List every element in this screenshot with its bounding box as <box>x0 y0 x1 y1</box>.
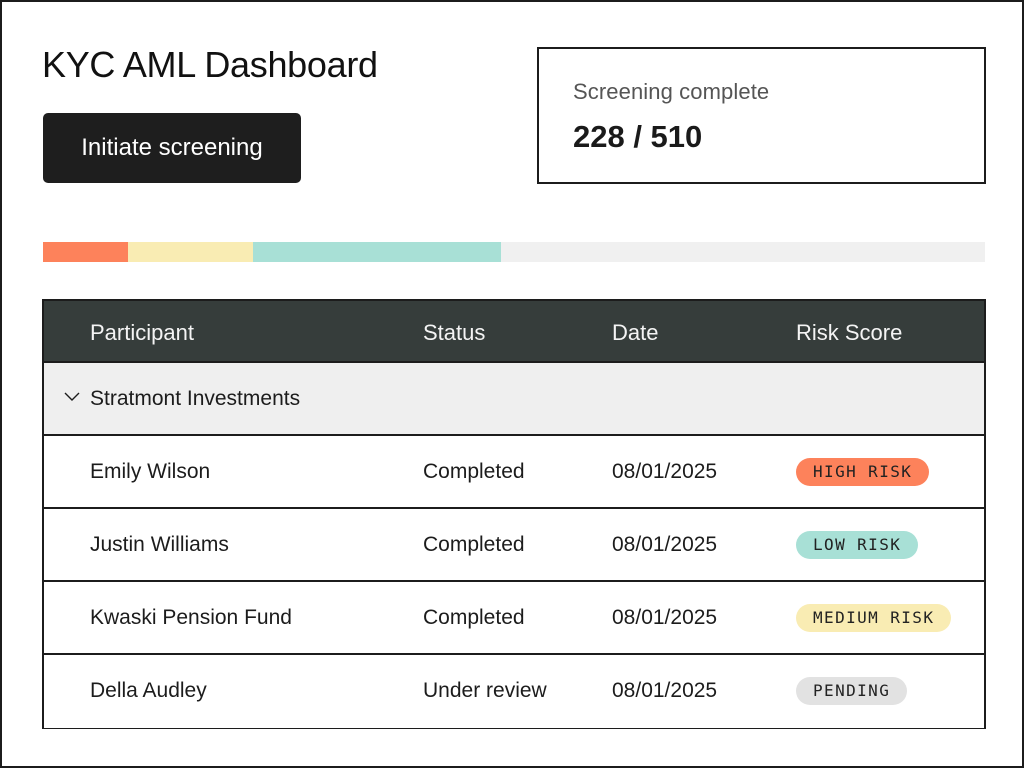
stat-value: 228 / 510 <box>573 119 703 154</box>
group-row-stratmont[interactable]: Stratmont Investments <box>44 363 984 436</box>
table-row[interactable]: Kwaski Pension Fund Completed 08/01/2025… <box>44 582 984 655</box>
risk-badge: LOW RISK <box>796 531 919 559</box>
initiate-screening-button[interactable]: Initiate screening <box>43 113 301 183</box>
stat-label: Screening complete <box>573 79 770 104</box>
status-text: Under review <box>423 679 547 702</box>
chevron-down-icon[interactable] <box>64 389 80 403</box>
table-header: Participant Status Date Risk Score <box>44 301 984 363</box>
page-title: KYC AML Dashboard <box>42 44 378 85</box>
table-row[interactable]: Justin Williams Completed 08/01/2025 LOW… <box>44 509 984 582</box>
screening-stat-card: Screening complete 228 / 510 <box>537 47 986 184</box>
participant-name: Emily Wilson <box>90 460 211 483</box>
progress-segment-medium-risk <box>127 242 254 262</box>
status-text: Completed <box>423 606 525 629</box>
table-row[interactable]: Emily Wilson Completed 08/01/2025 HIGH R… <box>44 436 984 509</box>
column-header-date[interactable]: Date <box>612 320 659 345</box>
column-header-risk-score[interactable]: Risk Score <box>796 320 903 345</box>
participant-name: Della Audley <box>90 679 207 702</box>
participant-name: Kwaski Pension Fund <box>90 606 292 629</box>
date-text: 08/01/2025 <box>612 533 718 556</box>
date-text: 08/01/2025 <box>612 460 718 483</box>
risk-badge: MEDIUM RISK <box>796 604 952 632</box>
column-header-participant[interactable]: Participant <box>90 320 194 345</box>
screening-progress-bar <box>43 242 985 262</box>
group-label: Stratmont Investments <box>90 387 301 410</box>
risk-badge: PENDING <box>796 677 908 705</box>
date-text: 08/01/2025 <box>612 606 718 629</box>
participant-name: Justin Williams <box>90 533 229 556</box>
table-row[interactable]: Della Audley Under review 08/01/2025 PEN… <box>44 655 984 728</box>
participants-table: Participant Status Date Risk Score Strat… <box>42 299 986 729</box>
column-header-status[interactable]: Status <box>423 320 486 345</box>
date-text: 08/01/2025 <box>612 679 718 702</box>
risk-badge: HIGH RISK <box>796 458 930 486</box>
status-text: Completed <box>423 533 525 556</box>
progress-segment-high-risk <box>43 242 128 262</box>
status-text: Completed <box>423 460 525 483</box>
progress-segment-low-risk <box>253 242 501 262</box>
